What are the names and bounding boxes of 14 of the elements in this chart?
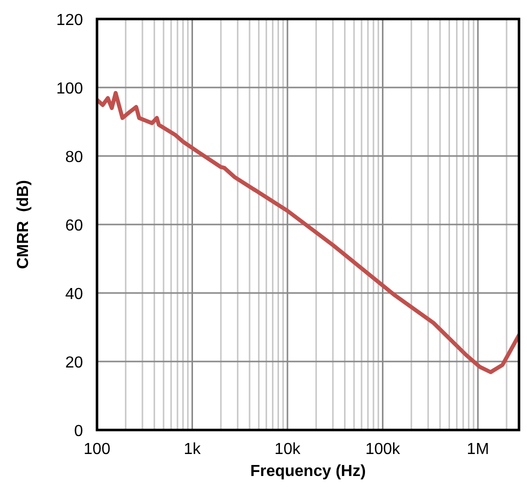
- y-tick-label: 20: [65, 354, 84, 372]
- y-tick-label: 120: [56, 12, 84, 29]
- x-tick-label: 1M: [466, 441, 490, 458]
- y-tick-label: 100: [56, 80, 84, 98]
- x-axis-title: Frequency (Hz): [250, 463, 366, 480]
- y-tick-label: 0: [74, 423, 84, 440]
- y-tick-label: 80: [65, 149, 84, 166]
- y-axis-title: CMRR (dB): [15, 180, 32, 269]
- x-tick-label: 10k: [274, 441, 302, 458]
- y-tick-label: 60: [65, 218, 84, 234]
- x-tick-label: 1k: [184, 441, 202, 458]
- x-tick-label: 100k: [365, 441, 402, 458]
- y-tick-label: 40: [65, 286, 84, 303]
- x-tick-label: 100: [84, 441, 110, 458]
